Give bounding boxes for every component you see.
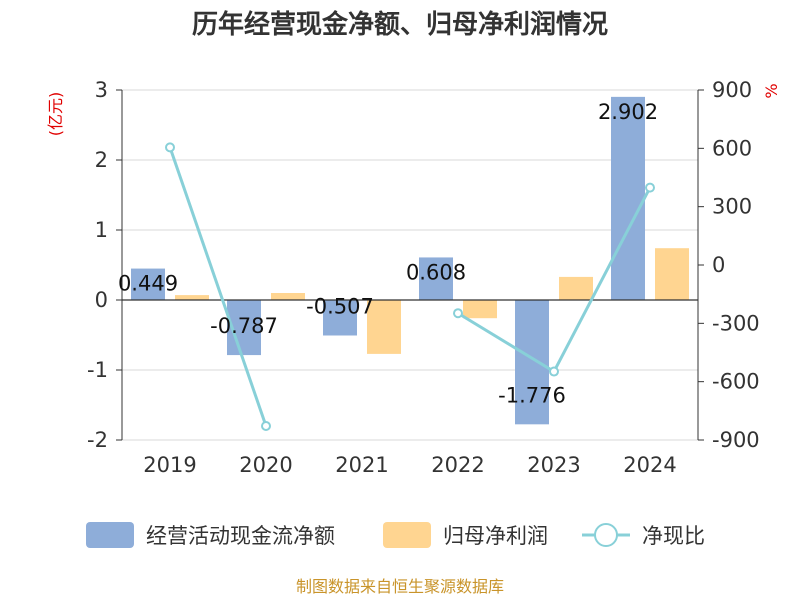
net-profit-bar — [655, 248, 689, 300]
net-profit-bar — [175, 295, 209, 300]
cashflow-data-label: 2.902 — [598, 100, 658, 124]
left-tick-label: 3 — [95, 78, 108, 102]
chart-title: 历年经营现金净额、归母净利润情况 — [192, 9, 608, 40]
right-tick-label: -300 — [712, 311, 760, 335]
cashflow-bar — [419, 257, 453, 300]
x-tick-label: 2019 — [143, 453, 196, 477]
ratio-point — [549, 366, 559, 377]
legend-label: 归母净利润 — [443, 524, 548, 548]
legend-label: 经营活动现金流净额 — [146, 524, 335, 548]
cashflow-data-label: 0.608 — [406, 260, 466, 284]
legend-label: 净现比 — [642, 524, 705, 548]
left-tick-label: 1 — [95, 218, 108, 242]
x-tick-label: 2023 — [527, 453, 580, 477]
right-tick-label: 600 — [712, 136, 752, 160]
ratio-line-segment — [552, 186, 652, 373]
right-tick-label: -900 — [712, 428, 760, 452]
legend-marker — [594, 523, 618, 547]
net-profit-bar — [463, 300, 497, 319]
net-profit-bar — [559, 276, 593, 300]
x-tick-label: 2022 — [431, 453, 484, 477]
ratio-point — [645, 182, 655, 193]
cashflow-data-label: -1.776 — [498, 383, 566, 407]
cashflow-bar — [131, 268, 165, 300]
right-tick-label: 300 — [712, 195, 752, 219]
source-note: 制图数据来自恒生聚源数据库 — [296, 577, 504, 596]
x-tick-label: 2024 — [623, 453, 676, 477]
ratio-point — [261, 421, 271, 431]
right-tick-label: 900 — [712, 78, 752, 102]
ratio-line-segment — [457, 311, 555, 373]
left-axis-unit: (亿元) — [46, 92, 65, 137]
left-tick-label: 2 — [95, 148, 108, 172]
legend-swatch — [383, 522, 431, 548]
ratio-point — [165, 142, 175, 153]
left-tick-label: 0 — [95, 288, 108, 312]
data-labels: 0.449 -0.787 -0.507 0.608 -1.776 2.902 — [118, 100, 658, 407]
right-tick-label: 0 — [712, 253, 725, 277]
cashflow-bar — [515, 300, 549, 425]
left-tick-label: -1 — [87, 358, 108, 382]
cashflow-data-label: 0.449 — [118, 272, 178, 296]
legend: 经营活动现金流净额 归母净利润 净现比 — [86, 522, 705, 548]
bars — [131, 96, 689, 425]
cashflow-data-label: -0.787 — [210, 314, 278, 338]
cashflow-bar — [323, 300, 357, 336]
right-axis-unit: % — [762, 83, 781, 98]
ratio-point — [453, 308, 463, 319]
x-tick-label: 2020 — [239, 453, 292, 477]
legend-swatch — [86, 522, 134, 548]
cashflow-data-label: -0.507 — [306, 294, 374, 318]
x-tick-label: 2021 — [335, 453, 388, 477]
left-tick-label: -2 — [87, 428, 108, 452]
ratio-line-segment — [168, 146, 268, 427]
cashflow-bar — [611, 96, 645, 300]
right-tick-label: -600 — [712, 370, 760, 394]
axes: 3 2 1 0 -1 -2 900 600 300 0 -300 -600 -900 2019 2020 20… — [87, 78, 760, 477]
net-profit-bar — [367, 300, 401, 354]
ratio-line — [165, 142, 655, 431]
net-profit-bar — [271, 293, 305, 300]
